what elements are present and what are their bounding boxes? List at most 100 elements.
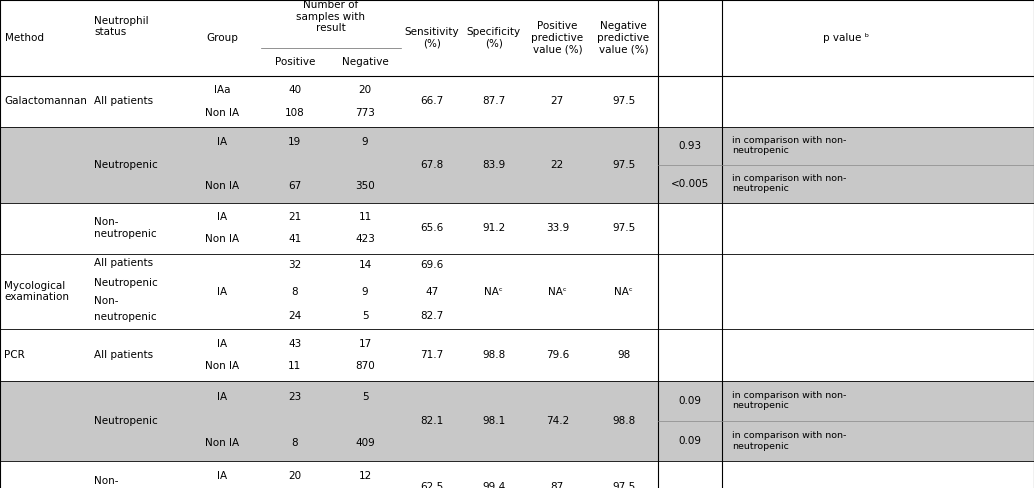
Text: in comparison with non-
neutropenic: in comparison with non- neutropenic <box>732 391 847 410</box>
Text: 66.7: 66.7 <box>420 96 444 106</box>
Text: 22: 22 <box>551 160 564 170</box>
Text: Non-: Non- <box>94 296 119 305</box>
Text: Negative: Negative <box>341 57 389 67</box>
Text: 23: 23 <box>288 392 301 402</box>
Text: in comparison with non-
neutropenic: in comparison with non- neutropenic <box>732 136 847 156</box>
Text: NAᶜ: NAᶜ <box>484 286 504 297</box>
Bar <box>0 329 1034 381</box>
Text: 350: 350 <box>355 181 375 191</box>
Bar <box>0 381 1034 461</box>
Text: 98: 98 <box>617 350 630 360</box>
Text: 79.6: 79.6 <box>546 350 569 360</box>
Text: IA: IA <box>217 470 227 481</box>
Text: 27: 27 <box>551 96 564 106</box>
Text: Non IA: Non IA <box>205 438 240 448</box>
Text: All patients: All patients <box>94 96 153 106</box>
Text: 0.09: 0.09 <box>678 436 701 446</box>
Text: 67.8: 67.8 <box>420 160 444 170</box>
Text: NAᶜ: NAᶜ <box>548 286 567 297</box>
Text: neutropenic: neutropenic <box>94 312 157 322</box>
Text: 24: 24 <box>288 311 301 321</box>
Bar <box>0 0 1034 76</box>
Text: 62.5: 62.5 <box>420 482 444 488</box>
Text: Specificity
(%): Specificity (%) <box>466 27 521 49</box>
Text: 8: 8 <box>292 286 298 297</box>
Text: 0.09: 0.09 <box>678 396 701 406</box>
Text: 0.93: 0.93 <box>678 141 701 151</box>
Text: 69.6: 69.6 <box>420 260 444 270</box>
Text: 108: 108 <box>284 107 305 118</box>
Text: All patients: All patients <box>94 350 153 360</box>
Text: 87: 87 <box>551 482 564 488</box>
Text: Mycological
examination: Mycological examination <box>4 281 69 303</box>
Text: 99.4: 99.4 <box>482 482 506 488</box>
Text: 19: 19 <box>288 137 301 147</box>
Text: 21: 21 <box>288 212 301 222</box>
Text: Non IA: Non IA <box>205 181 240 191</box>
Bar <box>0 254 1034 329</box>
Text: Non-
neutropenic: Non- neutropenic <box>94 476 157 488</box>
Text: 14: 14 <box>359 260 371 270</box>
Text: 97.5: 97.5 <box>612 160 635 170</box>
Text: IA: IA <box>217 137 227 147</box>
Text: 82.1: 82.1 <box>420 416 444 426</box>
Text: 98.1: 98.1 <box>482 416 506 426</box>
Text: 91.2: 91.2 <box>482 223 506 233</box>
Text: 11: 11 <box>288 361 301 371</box>
Text: p value ᵇ: p value ᵇ <box>823 33 869 43</box>
Text: 47: 47 <box>425 286 438 297</box>
Text: in comparison with non-
neutropenic: in comparison with non- neutropenic <box>732 431 847 451</box>
Text: 12: 12 <box>359 470 371 481</box>
Text: 65.6: 65.6 <box>420 223 444 233</box>
Text: 17: 17 <box>359 339 371 349</box>
Text: Neutropenic: Neutropenic <box>94 160 158 170</box>
Text: 87.7: 87.7 <box>482 96 506 106</box>
Bar <box>0 203 1034 254</box>
Text: 8: 8 <box>292 438 298 448</box>
Text: 83.9: 83.9 <box>482 160 506 170</box>
Text: IA: IA <box>217 286 227 297</box>
Text: IAa: IAa <box>214 85 231 95</box>
Text: 5: 5 <box>362 311 368 321</box>
Text: Neutropenic: Neutropenic <box>94 416 158 426</box>
Bar <box>0 127 1034 203</box>
Text: IA: IA <box>217 392 227 402</box>
Text: NAᶜ: NAᶜ <box>614 286 633 297</box>
Text: PCR: PCR <box>4 350 25 360</box>
Text: 32: 32 <box>288 260 301 270</box>
Text: Positive: Positive <box>274 57 315 67</box>
Text: Group: Group <box>207 33 238 43</box>
Bar <box>0 461 1034 488</box>
Text: <0.005: <0.005 <box>671 179 708 188</box>
Text: All patients: All patients <box>94 258 153 268</box>
Text: 67: 67 <box>288 181 301 191</box>
Text: Number of
samples with
result: Number of samples with result <box>297 0 365 33</box>
Text: Method: Method <box>5 33 44 43</box>
Text: 98.8: 98.8 <box>612 416 635 426</box>
Text: 33.9: 33.9 <box>546 223 569 233</box>
Text: 41: 41 <box>288 234 301 244</box>
Text: Neutropenic: Neutropenic <box>94 278 158 287</box>
Text: 11: 11 <box>359 212 371 222</box>
Text: 97.5: 97.5 <box>612 223 635 233</box>
Text: 82.7: 82.7 <box>420 311 444 321</box>
Text: 9: 9 <box>362 286 368 297</box>
Text: 43: 43 <box>288 339 301 349</box>
Text: 20: 20 <box>288 470 301 481</box>
Text: Non IA: Non IA <box>205 107 240 118</box>
Text: Negative
predictive
value (%): Negative predictive value (%) <box>598 21 649 55</box>
Text: 40: 40 <box>288 85 301 95</box>
Text: 773: 773 <box>355 107 375 118</box>
Text: Galactomannan: Galactomannan <box>4 96 87 106</box>
Text: Non-
neutropenic: Non- neutropenic <box>94 217 157 239</box>
Text: 20: 20 <box>359 85 371 95</box>
Text: 97.5: 97.5 <box>612 482 635 488</box>
Text: Neutrophil
status: Neutrophil status <box>94 16 149 37</box>
Text: 423: 423 <box>355 234 375 244</box>
Text: Sensitivity
(%): Sensitivity (%) <box>404 27 459 49</box>
Bar <box>0 76 1034 127</box>
Text: Non IA: Non IA <box>205 234 240 244</box>
Text: 97.5: 97.5 <box>612 96 635 106</box>
Text: IA: IA <box>217 339 227 349</box>
Text: in comparison with non-
neutropenic: in comparison with non- neutropenic <box>732 174 847 193</box>
